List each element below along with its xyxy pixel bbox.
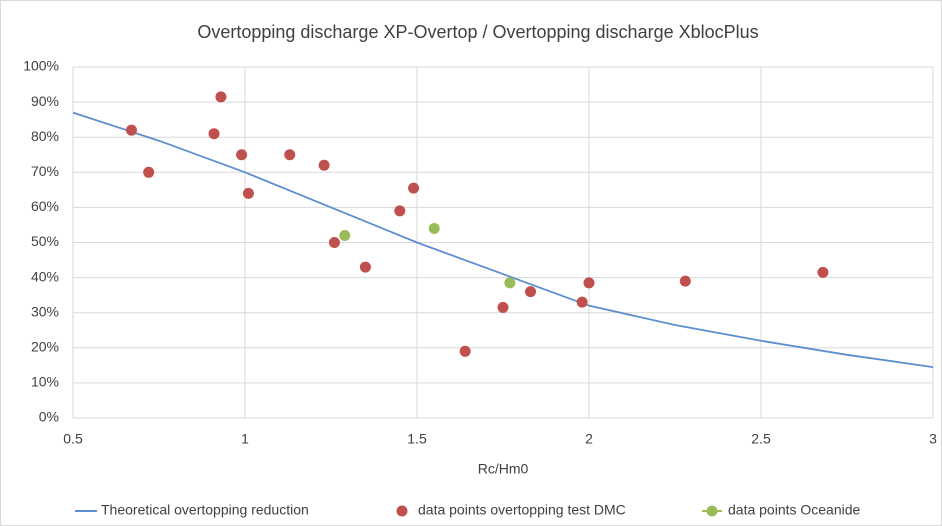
y-tick-label: 40% — [31, 268, 59, 284]
data-point — [576, 296, 588, 308]
data-point — [394, 205, 406, 217]
y-tick-label: 30% — [31, 303, 59, 319]
data-point — [679, 275, 691, 287]
data-point — [408, 182, 420, 194]
x-tick-label: 3 — [929, 431, 937, 447]
legend-marker — [396, 505, 408, 517]
theory-line — [72, 111, 934, 368]
data-point — [504, 277, 516, 289]
data-point — [817, 266, 829, 278]
data-point — [215, 91, 227, 103]
x-axis-label: Rc/Hm0 — [478, 461, 529, 477]
data-point — [208, 128, 220, 140]
data-point — [359, 261, 371, 273]
x-tick-label: 2.5 — [751, 431, 771, 447]
data-point — [125, 124, 137, 136]
data-point — [459, 345, 471, 357]
data-point — [143, 166, 155, 178]
data-point — [497, 301, 509, 313]
x-tick-label: 1 — [241, 431, 249, 447]
x-tick-label: 1.5 — [407, 431, 427, 447]
y-tick-label: 50% — [31, 233, 59, 249]
data-point — [328, 237, 340, 248]
legend-marker — [706, 505, 718, 517]
chart-title: Overtopping discharge XP-Overtop / Overt… — [197, 22, 758, 42]
y-tick-label: 100% — [23, 58, 59, 74]
data-point — [236, 149, 248, 161]
y-tick-label: 10% — [31, 374, 59, 390]
y-tick-label: 60% — [31, 198, 59, 214]
x-tick-label: 0.5 — [63, 431, 83, 447]
y-tick-label: 70% — [31, 163, 59, 179]
data-point — [284, 149, 296, 161]
legend-label: data points Oceanide — [728, 502, 861, 518]
legend-label: data points overtopping test DMC — [418, 502, 626, 518]
y-tick-label: 80% — [31, 128, 59, 144]
x-tick-label: 2 — [585, 431, 593, 447]
data-point — [242, 187, 254, 199]
data-point — [583, 277, 595, 289]
y-tick-label: 20% — [31, 339, 59, 355]
data-point — [339, 229, 351, 241]
data-point — [525, 286, 537, 298]
y-tick-label: 90% — [31, 93, 59, 109]
y-tick-label: 0% — [39, 409, 59, 425]
data-point — [318, 159, 330, 171]
data-point — [428, 222, 440, 234]
legend-label: Theoretical overtopping reduction — [101, 502, 309, 518]
